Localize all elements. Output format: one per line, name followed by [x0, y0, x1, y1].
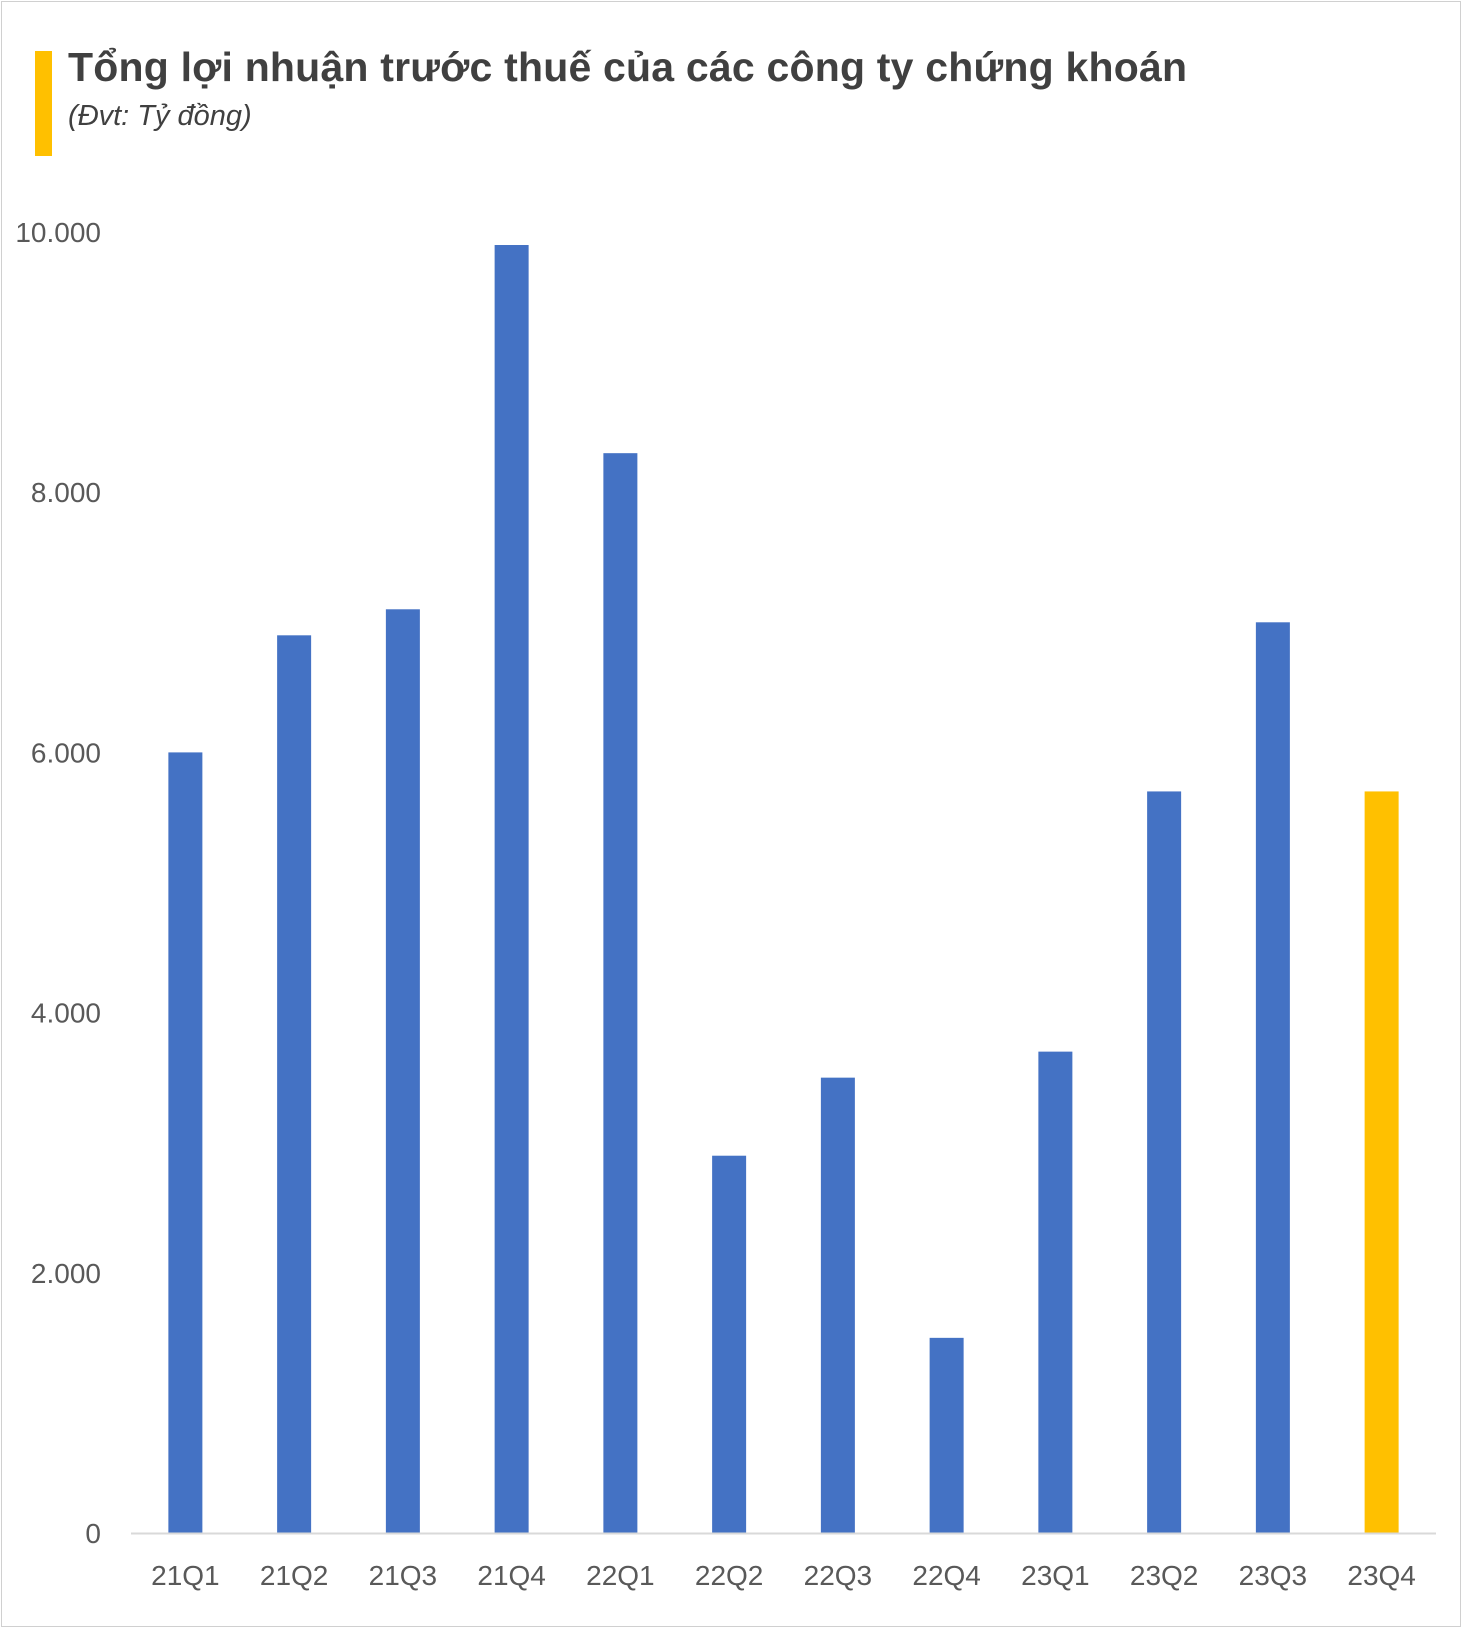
x-tick-label: 23Q1 [1021, 1560, 1090, 1591]
y-tick-label: 4.000 [31, 998, 101, 1029]
bar-21q3 [385, 609, 420, 1533]
chart-title: Tổng lợi nhuận trước thuế của các công t… [68, 44, 1188, 90]
x-tick-label: 21Q1 [151, 1560, 220, 1591]
y-tick-label: 10.000 [15, 217, 101, 248]
x-tick-label: 23Q4 [1347, 1560, 1416, 1591]
bar-22q3 [820, 1077, 855, 1533]
bars [168, 245, 1399, 1533]
x-tick-label: 23Q3 [1239, 1560, 1308, 1591]
x-tick-label: 21Q4 [477, 1560, 546, 1591]
y-axis-tick-labels: 0 2.000 4.000 6.000 8.000 10.000 [15, 217, 101, 1549]
x-tick-label: 21Q2 [260, 1560, 329, 1591]
x-tick-label: 22Q3 [804, 1560, 873, 1591]
bar-22q4 [929, 1337, 964, 1533]
bar-23q2 [1147, 791, 1182, 1533]
bar-21q1 [168, 752, 203, 1533]
y-tick-label: 2.000 [31, 1258, 101, 1289]
bar-21q4 [494, 245, 529, 1533]
y-tick-label: 8.000 [31, 477, 101, 508]
x-tick-label: 22Q4 [912, 1560, 981, 1591]
bar-22q1 [603, 453, 638, 1533]
bar-23q4 [1364, 791, 1399, 1533]
title-accent-bar [35, 51, 52, 156]
x-axis-tick-labels: 21Q1 21Q2 21Q3 21Q4 22Q1 22Q2 22Q3 22Q4 23Q1 23Q2… [151, 1560, 1416, 1591]
bar-23q3 [1255, 622, 1290, 1533]
bar-23q1 [1038, 1051, 1073, 1533]
x-tick-label: 21Q3 [369, 1560, 438, 1591]
bar-21q2 [277, 635, 312, 1533]
chart-subtitle: (Đvt: Tỷ đồng) [68, 100, 252, 132]
bar-22q2 [712, 1155, 747, 1533]
x-tick-label: 22Q1 [586, 1560, 655, 1591]
x-tick-label: 22Q2 [695, 1560, 764, 1591]
y-tick-label: 6.000 [31, 737, 101, 768]
y-tick-label: 0 [85, 1518, 101, 1549]
x-tick-label: 23Q2 [1130, 1560, 1199, 1591]
